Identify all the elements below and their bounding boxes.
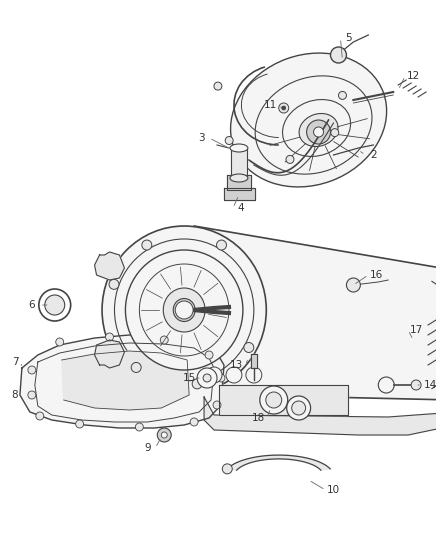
Ellipse shape — [163, 288, 205, 332]
Circle shape — [190, 418, 198, 426]
Circle shape — [28, 391, 36, 399]
Text: 16: 16 — [370, 270, 383, 280]
Polygon shape — [194, 226, 438, 400]
Text: 8: 8 — [12, 390, 18, 400]
Circle shape — [266, 392, 282, 408]
Polygon shape — [95, 340, 124, 368]
Ellipse shape — [114, 239, 254, 381]
Circle shape — [142, 240, 152, 250]
Circle shape — [157, 428, 171, 442]
Text: 14: 14 — [424, 380, 437, 390]
Text: 6: 6 — [28, 300, 35, 310]
Text: 7: 7 — [12, 357, 18, 367]
Ellipse shape — [102, 226, 266, 394]
Circle shape — [131, 362, 141, 373]
Ellipse shape — [230, 144, 248, 152]
Circle shape — [56, 338, 64, 346]
Circle shape — [28, 366, 36, 374]
Circle shape — [226, 367, 242, 383]
Circle shape — [36, 412, 44, 420]
Text: 18: 18 — [252, 413, 265, 423]
Circle shape — [314, 127, 324, 137]
Text: 5: 5 — [345, 33, 352, 43]
Circle shape — [45, 295, 65, 315]
Text: 15: 15 — [183, 373, 196, 383]
Circle shape — [339, 91, 346, 100]
Circle shape — [346, 278, 360, 292]
Circle shape — [411, 380, 421, 390]
Circle shape — [175, 301, 193, 319]
Polygon shape — [62, 351, 189, 410]
Ellipse shape — [173, 298, 195, 321]
Polygon shape — [219, 385, 348, 415]
Text: 4: 4 — [237, 203, 244, 213]
Circle shape — [206, 367, 222, 383]
Text: 3: 3 — [198, 133, 205, 143]
Polygon shape — [227, 175, 251, 190]
Ellipse shape — [230, 53, 387, 187]
Circle shape — [286, 156, 294, 164]
Text: 12: 12 — [406, 71, 420, 81]
Circle shape — [106, 333, 113, 341]
Circle shape — [213, 401, 221, 409]
Circle shape — [282, 106, 286, 110]
Circle shape — [109, 279, 119, 289]
Circle shape — [223, 464, 232, 474]
Ellipse shape — [125, 250, 243, 370]
Circle shape — [307, 120, 331, 144]
Circle shape — [203, 374, 211, 382]
Text: 11: 11 — [264, 100, 277, 110]
Circle shape — [279, 103, 289, 113]
Circle shape — [76, 420, 84, 428]
Circle shape — [197, 368, 217, 388]
Circle shape — [216, 240, 226, 250]
Ellipse shape — [230, 174, 248, 182]
Circle shape — [161, 432, 167, 438]
Text: 10: 10 — [327, 485, 340, 495]
Circle shape — [160, 336, 168, 344]
Text: 17: 17 — [410, 325, 423, 335]
Circle shape — [378, 377, 394, 393]
Polygon shape — [95, 252, 124, 280]
Circle shape — [287, 396, 311, 420]
Circle shape — [331, 47, 346, 63]
Circle shape — [244, 343, 254, 352]
Polygon shape — [20, 335, 224, 428]
Circle shape — [225, 136, 233, 144]
Circle shape — [260, 386, 288, 414]
Polygon shape — [224, 188, 255, 200]
Text: 2: 2 — [370, 150, 377, 160]
Ellipse shape — [299, 114, 338, 147]
Text: 13: 13 — [230, 360, 244, 370]
Circle shape — [292, 401, 306, 415]
Circle shape — [135, 423, 143, 431]
Polygon shape — [251, 354, 257, 368]
Circle shape — [205, 351, 213, 359]
Ellipse shape — [283, 100, 351, 157]
Circle shape — [192, 379, 202, 389]
Polygon shape — [227, 455, 330, 470]
Circle shape — [246, 367, 262, 383]
Circle shape — [331, 128, 339, 136]
Polygon shape — [231, 148, 247, 178]
Circle shape — [214, 82, 222, 90]
Circle shape — [217, 374, 225, 382]
Polygon shape — [204, 397, 438, 435]
Text: 9: 9 — [144, 443, 151, 453]
